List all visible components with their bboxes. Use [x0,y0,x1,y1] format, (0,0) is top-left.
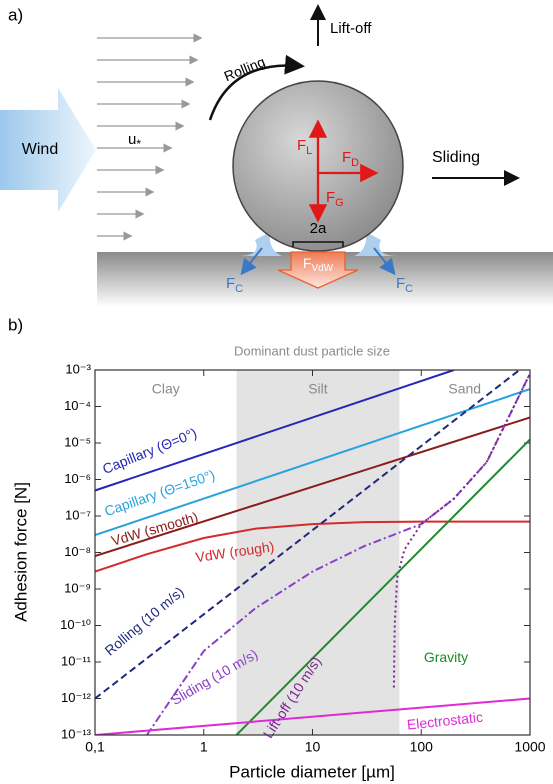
size-class-label: Sand [448,381,481,397]
subscript: G [335,197,344,209]
x-tick-label: 1 [200,739,208,755]
subscript: C [405,283,413,295]
y-tick-label: 10⁻¹¹ [61,653,92,668]
x-tick-label: 0,1 [85,739,105,755]
x-tick-label: 100 [410,739,434,755]
x-tick-label: 1000 [514,739,545,755]
y-tick-label: 10⁻⁴ [64,398,91,413]
page: {"panel_a": {"label": "a)", "lift_off": … [0,0,553,784]
subscript: L [306,145,312,157]
symbol: F [303,255,312,271]
lift-off-label: Lift-off [330,20,372,37]
wind-label: Wind [22,141,58,158]
symbol: F [342,149,351,166]
x-tick-label: 10 [305,739,321,755]
size-class-label: Silt [308,381,328,397]
symbol: F [396,275,405,292]
subscript: VdW [311,263,333,274]
series-label: Capillary (Θ=150°) [102,466,217,519]
series-label: Rolling (10 m/s) [101,583,186,658]
series-label: Gravity [410,648,482,666]
wind-profile [97,38,200,236]
contact-label: 2a [310,220,327,237]
y-tick-label: 10⁻⁶ [64,471,91,486]
y-axis-label: Adhesion force [N] [11,482,30,622]
symbol: F [297,137,306,154]
y-tick-label: 10⁻⁷ [65,507,91,522]
symbol: F [226,275,235,292]
figure: a) Wind u* Rolling Lift-off FL FD FG 2a … [0,0,553,784]
sliding-label: Sliding [432,149,480,166]
series-label: Capillary (Θ=0°) [100,425,199,477]
y-tick-label: 10⁻⁵ [64,434,91,449]
subscript: D [351,157,359,169]
series-label: Electrostatic [406,709,484,733]
series-label-box: Gravity [410,648,482,692]
y-tick-label: 10⁻³ [65,361,91,376]
y-tick-label: 10⁻¹⁰ [60,617,91,632]
chart-title: Dominant dust particle size [234,343,390,358]
x-axis-label: Particle diameter [µm] [229,762,395,781]
subscript: C [235,283,243,295]
panel-label: a) [8,5,23,24]
series-line [394,374,530,688]
y-tick-label: 10⁻⁹ [64,580,91,595]
y-tick-label: 10⁻⁸ [64,544,91,559]
subscript: * [136,137,141,151]
rolling-label: Rolling [222,53,268,84]
y-tick-label: 10⁻¹² [61,690,92,705]
panel-label: b) [8,315,23,334]
size-class-label: Clay [152,381,180,397]
symbol: F [326,189,335,206]
symbol: u [128,131,136,148]
